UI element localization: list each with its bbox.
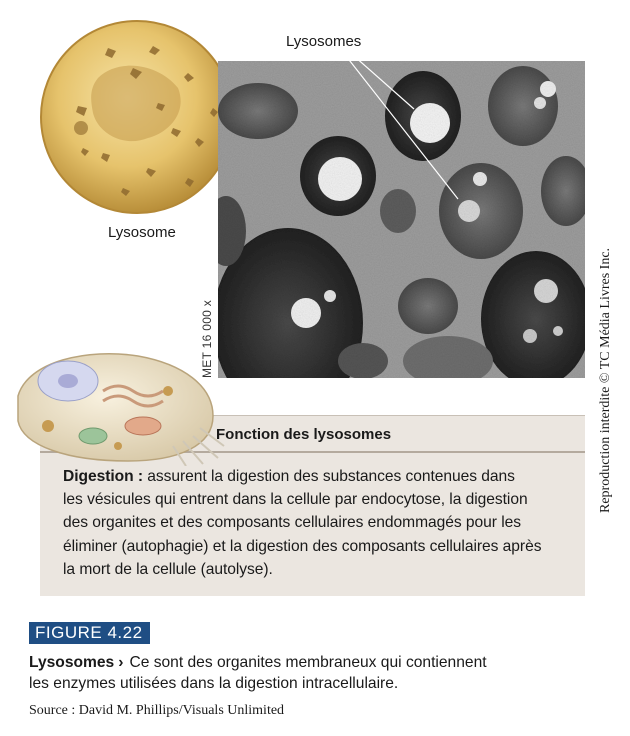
function-line-1: Digestion : assurent la digestion des su…	[63, 468, 515, 485]
function-line-3: des organites et des composants cellulai…	[63, 514, 521, 532]
function-box-body: Digestion : assurent la digestion des su…	[63, 465, 583, 581]
function-box-title: Fonction des lysosomes	[216, 426, 392, 443]
caption-title: Lysosomes	[29, 654, 115, 671]
caption-line-1: Ce sont des organites membraneux qui con…	[129, 654, 487, 671]
copyright-notice: Reproduction interdite © TC Média Livres…	[598, 247, 613, 513]
function-line-4: éliminer (autophagie) et la digestion de…	[63, 537, 542, 555]
function-term: Digestion :	[63, 468, 144, 485]
lysosomes-label: Lysosomes	[286, 33, 362, 50]
function-line-5: la mort de la cellule (autolyse).	[63, 560, 273, 578]
source-credit: Source : David M. Phillips/Visuals Unlim…	[29, 703, 285, 718]
function-line-2: les vésicules qui entrent dans la cellul…	[63, 491, 528, 509]
figure-caption: Lysosomes › Ce sont des organites membrane…	[29, 652, 609, 694]
lysosome-label: Lysosome	[108, 224, 176, 241]
lysosome-illustration	[40, 20, 234, 214]
chevron-right-icon: ›	[118, 654, 124, 671]
figure-tag: FIGURE 4.22	[29, 622, 150, 644]
function-box-header: Fonction des lysosomes	[40, 416, 585, 453]
electron-micrograph	[218, 61, 585, 378]
cell-illustration	[17, 353, 225, 466]
caption-line-2: les enzymes utilisées dans la digestion …	[29, 675, 399, 692]
function-box: Fonction des lysosomes Digestion : assur…	[40, 415, 585, 596]
